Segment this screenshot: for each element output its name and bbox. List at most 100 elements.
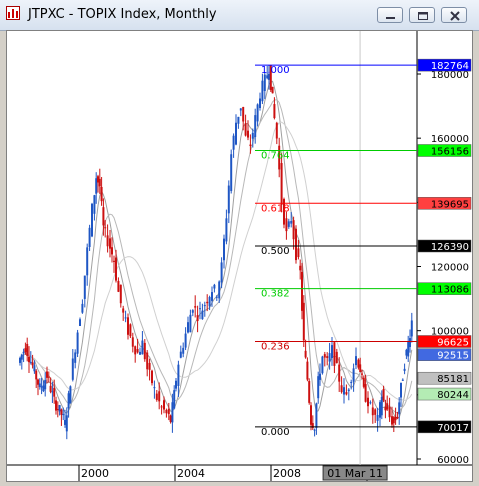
price-label-text: 92515 <box>437 351 469 362</box>
candle-body <box>86 247 89 276</box>
fib-level-label: 0.382 <box>261 289 290 300</box>
y-tick-label: 100000 <box>431 327 469 338</box>
candle-body <box>79 319 81 327</box>
candle-body <box>323 354 326 358</box>
price-label: 156156 <box>417 144 472 157</box>
price-label-box <box>417 239 472 253</box>
candle-body <box>308 381 311 403</box>
candle-body <box>124 317 127 319</box>
candle-body <box>380 396 383 416</box>
price-label-text: 156156 <box>431 146 469 157</box>
candle-body <box>177 364 180 386</box>
candle-body <box>151 370 153 384</box>
candle-body <box>355 356 357 366</box>
candle-body <box>203 305 206 307</box>
candle-body <box>261 80 264 102</box>
fibonacci-retracement[interactable]: 1.000 0.764 0.618 0.500 0.382 0.236 0.000 <box>255 64 417 438</box>
candle-body <box>259 98 261 109</box>
candle-body <box>111 247 113 255</box>
candle-body <box>251 132 254 139</box>
candle-body <box>299 265 302 271</box>
candle-body <box>350 381 353 383</box>
candle-body <box>158 391 161 402</box>
price-label-text: 139695 <box>431 199 469 210</box>
candle-body <box>304 350 307 358</box>
price-label: 70017 <box>417 420 472 434</box>
candle-body <box>335 351 338 363</box>
candle-body <box>225 218 228 242</box>
price-label: 182764 <box>417 58 472 72</box>
minimize-button[interactable] <box>377 7 403 23</box>
candle-body <box>119 284 122 304</box>
candle-body <box>328 353 331 362</box>
candle-body <box>29 361 32 363</box>
price-label-text: 113086 <box>431 285 469 296</box>
y-tick-label: 120000 <box>431 263 469 274</box>
candle-body <box>326 356 329 358</box>
candle-body <box>163 400 165 410</box>
candlesticks <box>19 64 413 440</box>
candle-body <box>345 392 348 395</box>
candle-body <box>189 314 192 333</box>
candle-body <box>56 409 59 411</box>
candle-body <box>285 218 288 232</box>
candle-body <box>384 407 387 411</box>
candle-body <box>22 351 25 354</box>
price-label-box <box>417 58 472 72</box>
candle-body <box>352 368 355 382</box>
price-label-text: 85181 <box>437 374 469 385</box>
candle-body <box>179 351 182 358</box>
candle-body <box>271 86 274 94</box>
candle-body <box>266 75 269 79</box>
candle-body <box>113 260 115 262</box>
candle-body <box>232 135 235 150</box>
x-tick-label: 2000 <box>81 467 109 480</box>
candle-body <box>88 227 91 247</box>
candle-body <box>374 409 377 415</box>
candle-body <box>100 186 103 202</box>
title-bar[interactable]: JTPXC - TOPIX Index, Monthly <box>0 0 479 31</box>
candle-body <box>227 185 230 214</box>
price-label-box <box>417 420 472 434</box>
candle-body <box>173 390 176 409</box>
candle-body <box>33 365 36 372</box>
candle-body <box>357 359 360 368</box>
close-button[interactable] <box>441 7 467 23</box>
restore-button[interactable] <box>409 7 435 23</box>
crosshair-date-box <box>322 465 388 481</box>
candle-body <box>215 296 218 298</box>
candle-body <box>396 416 399 418</box>
candle-body <box>184 333 187 348</box>
candle-body <box>386 403 389 410</box>
chart-area[interactable]: 1.000 0.764 0.618 0.500 0.382 0.236 0.000 1800… <box>6 30 473 482</box>
candle-body <box>273 104 276 119</box>
price-label-box <box>417 197 472 210</box>
price-chart-svg[interactable]: 1.000 0.764 0.618 0.500 0.382 0.236 0.000 1800… <box>7 31 472 481</box>
candle-body <box>69 386 72 404</box>
candle-body <box>237 116 240 124</box>
x-tick-label: 2008 <box>273 467 301 480</box>
candle-body <box>313 429 316 431</box>
price-label-box <box>417 387 472 401</box>
candle-body <box>83 275 86 299</box>
candle-body <box>359 364 362 373</box>
candle-body <box>102 207 105 226</box>
moving-average-short <box>19 80 413 420</box>
price-label: 92515 <box>417 348 472 362</box>
restore-icon <box>418 12 428 20</box>
price-label: 113086 <box>417 282 472 296</box>
candle-body <box>306 361 309 380</box>
minimize-icon <box>386 17 395 19</box>
candle-body <box>369 402 372 404</box>
candle-body <box>139 351 141 355</box>
candle-body <box>44 379 47 390</box>
chart-bars-icon <box>6 6 20 20</box>
candle-body <box>104 227 107 229</box>
close-icon <box>450 11 460 21</box>
candle-body <box>235 122 237 145</box>
candle-body <box>171 402 174 423</box>
candle-body <box>388 406 391 418</box>
candle-body <box>134 346 137 355</box>
candle-body <box>362 377 365 387</box>
